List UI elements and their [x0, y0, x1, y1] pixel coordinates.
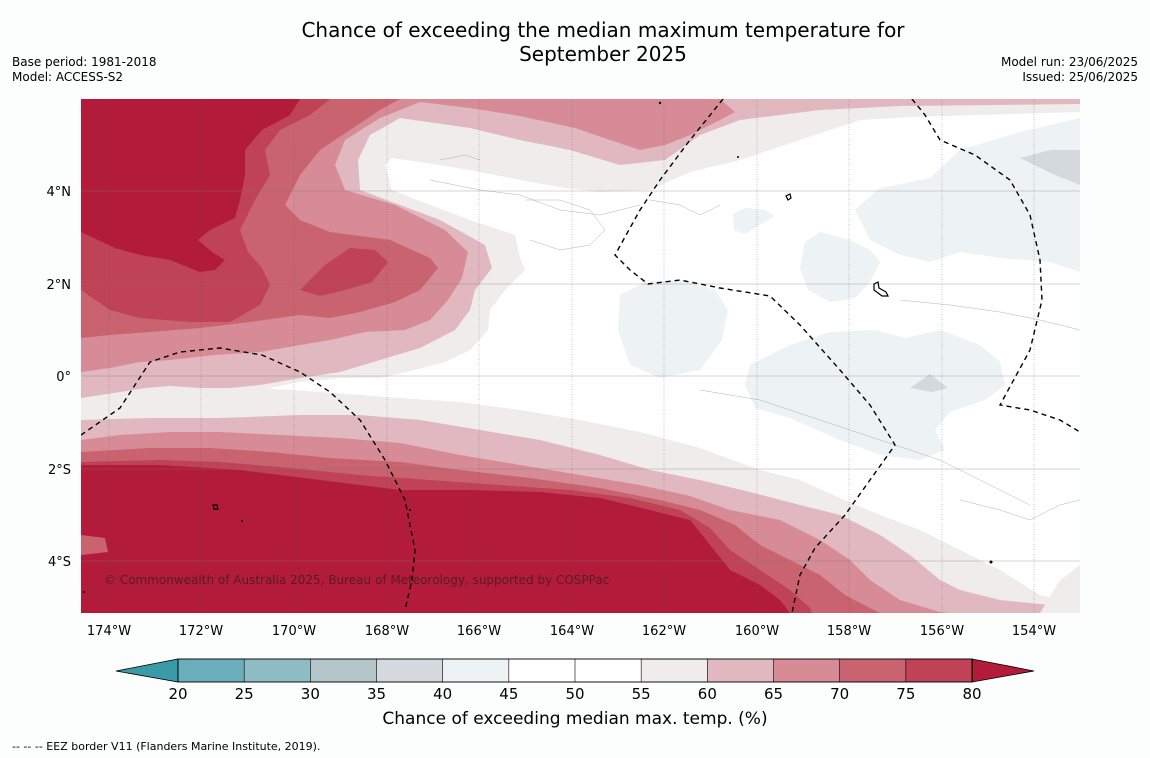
colorbar-tick-label: 70 [830, 685, 849, 703]
colorbar-segment [905, 658, 973, 683]
lon-label: 158°W [827, 624, 871, 639]
meridians [108, 99, 1035, 613]
lon-label: 160°W [735, 624, 779, 639]
lat-label: 4°S [48, 555, 71, 570]
title-line-1: Chance of exceeding the median maximum t… [301, 18, 905, 42]
model-name: Model: ACCESS-S2 [12, 70, 124, 84]
lat-label: 4°N [47, 185, 72, 200]
field-80plus-nw [81, 99, 300, 272]
lon-label: 172°W [179, 624, 223, 639]
base-period: Base period: 1981-2018 [12, 55, 157, 69]
colorbar-label: Chance of exceeding median max. temp. (%… [382, 709, 768, 729]
colorbar-tick-label: 60 [698, 685, 717, 703]
colorbar: 20 25 30 35 40 45 50 55 60 65 70 75 80 [115, 658, 1035, 703]
meta-left: Base period: 1981-2018 Model: ACCESS-S2 [12, 55, 157, 85]
colorbar-segment [508, 658, 576, 683]
eez-footnote: -- -- -- EEZ border V11 (Flanders Marine… [12, 740, 321, 753]
field-35-40 [910, 150, 1080, 392]
colorbar-tick-label: 55 [632, 685, 651, 703]
map-area: © Commonwealth of Australia 2025, Bureau… [81, 99, 1080, 613]
field-40-45 [618, 118, 1080, 460]
lon-label: 162°W [642, 624, 686, 639]
model-run: Model run: 23/06/2025 [1000, 55, 1138, 69]
field-70-75-sw [81, 535, 108, 555]
colorbar-tick-label: 45 [499, 685, 518, 703]
small-islets [83, 101, 993, 593]
eez-borders [81, 99, 1080, 613]
colorbar-extend-high [972, 659, 1034, 682]
title-line-2: September 2025 [519, 42, 687, 66]
latitude-labels: 4°N 2°N 0° 2°S 4°S [47, 185, 72, 570]
lon-label: 168°W [365, 624, 409, 639]
colorbar-extend-low [116, 659, 178, 682]
islands [212, 193, 889, 510]
lon-label: 170°W [272, 624, 316, 639]
lon-label: 174°W [87, 624, 131, 639]
lon-label: 156°W [920, 624, 964, 639]
colorbar-segment [839, 658, 907, 683]
lat-label: 2°N [47, 278, 72, 293]
longitude-labels: 174°W 172°W 170°W 168°W 166°W 164°W 162°… [87, 624, 1056, 639]
colorbar-segment [640, 658, 709, 683]
colorbar-tick-label: 50 [565, 685, 584, 703]
colorbar-segment [376, 658, 444, 683]
colorbar-tick-label: 80 [962, 685, 981, 703]
lat-label: 2°S [48, 463, 71, 478]
copyright-text: © Commonwealth of Australia 2025, Bureau… [104, 573, 609, 587]
colorbar-tick-label: 65 [764, 685, 783, 703]
field-55-60-se [1040, 565, 1080, 613]
colorbar-tick-label: 25 [235, 685, 254, 703]
colorbar-tick-label: 20 [168, 685, 187, 703]
lat-label: 0° [56, 370, 71, 385]
colorbar-tick-label: 40 [433, 685, 452, 703]
issued-date: Issued: 25/06/2025 [1022, 70, 1138, 84]
colorbar-tick-label: 75 [896, 685, 915, 703]
colorbar-segment [773, 658, 841, 683]
contour-lines [429, 154, 1080, 521]
lon-label: 154°W [1012, 624, 1056, 639]
colorbar-segment [177, 658, 245, 683]
meta-right: Model run: 23/06/2025 Issued: 25/06/2025 [1001, 55, 1138, 85]
colorbar-segment [574, 658, 642, 683]
parallels [81, 190, 1080, 562]
colorbar-segment [707, 658, 775, 683]
colorbar-tick-label: 30 [301, 685, 320, 703]
field-80plus-s [81, 465, 790, 613]
colorbar-segment [310, 658, 378, 683]
chart-title: Chance of exceeding the median maximum t… [250, 18, 956, 66]
colorbar-segment [243, 658, 312, 683]
lon-label: 164°W [550, 624, 594, 639]
colorbar-segment [442, 658, 510, 683]
lon-label: 166°W [457, 624, 501, 639]
colorbar-tick-label: 35 [367, 685, 386, 703]
